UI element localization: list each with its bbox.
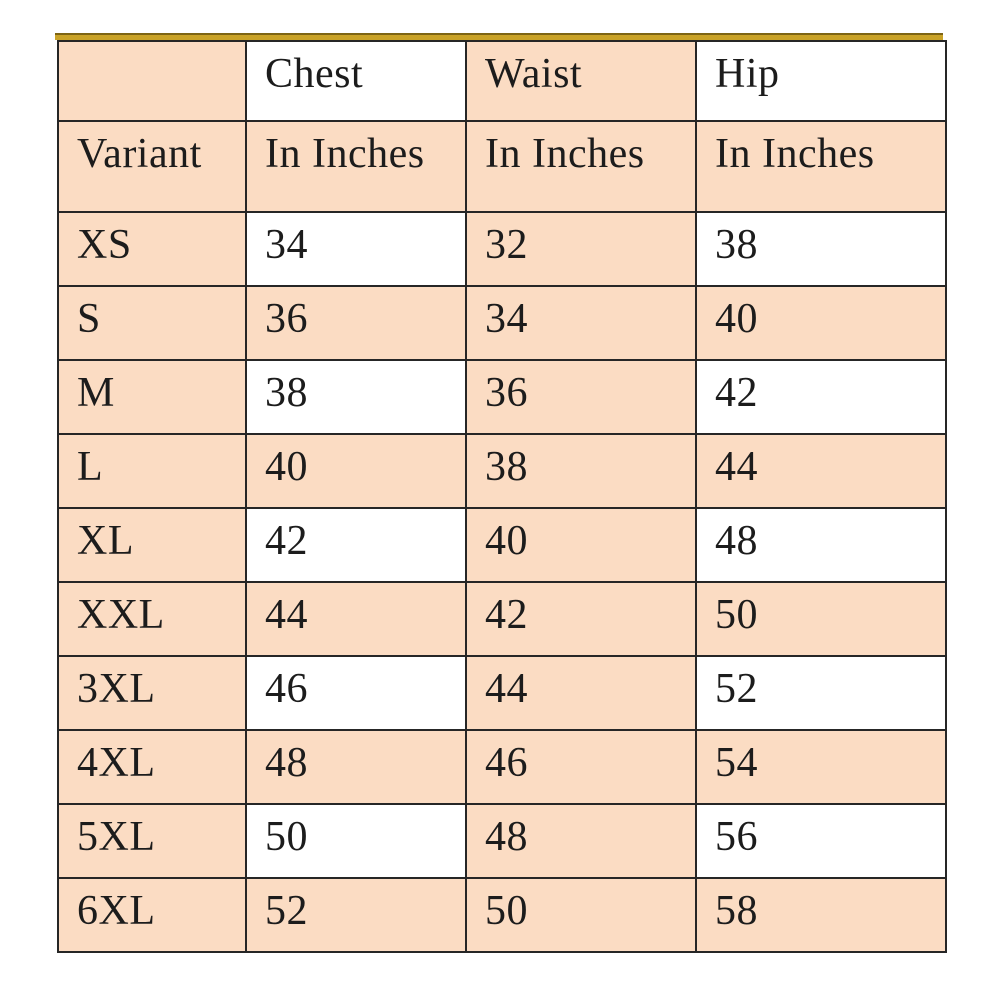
table-row-5xl: 5XL 50 48 56 — [57, 803, 947, 879]
chest-cell: 50 — [245, 803, 467, 879]
table-row-xl: XL 42 40 48 — [57, 507, 947, 583]
waist-cell: 38 — [465, 433, 697, 509]
header-hip-cell: Hip — [695, 40, 947, 122]
waist-cell: 34 — [465, 285, 697, 361]
hip-cell: 48 — [695, 507, 947, 583]
variant-cell: M — [57, 359, 247, 435]
waist-cell: 50 — [465, 877, 697, 953]
header-blank-cell — [57, 40, 247, 122]
table-row-xs: XS 34 32 38 — [57, 211, 947, 287]
hip-cell: 38 — [695, 211, 947, 287]
variant-cell: L — [57, 433, 247, 509]
hip-cell: 58 — [695, 877, 947, 953]
header-row-units: Variant In Inches In Inches In Inches — [57, 120, 947, 213]
chest-cell: 40 — [245, 433, 467, 509]
hip-cell: 54 — [695, 729, 947, 805]
chest-cell: 42 — [245, 507, 467, 583]
variant-cell: S — [57, 285, 247, 361]
variant-cell: 5XL — [57, 803, 247, 879]
chest-cell: 48 — [245, 729, 467, 805]
waist-cell: 42 — [465, 581, 697, 657]
table-row-3xl: 3XL 46 44 52 — [57, 655, 947, 731]
chest-cell: 46 — [245, 655, 467, 731]
waist-units-cell: In Inches — [465, 120, 697, 213]
header-row-measurements: Chest Waist Hip — [57, 40, 947, 122]
hip-cell: 42 — [695, 359, 947, 435]
variant-cell: 6XL — [57, 877, 247, 953]
header-chest-cell: Chest — [245, 40, 467, 122]
table-row-s: S 36 34 40 — [57, 285, 947, 361]
waist-cell: 40 — [465, 507, 697, 583]
hip-cell: 50 — [695, 581, 947, 657]
table-row-6xl: 6XL 52 50 58 — [57, 877, 947, 953]
variant-cell: XL — [57, 507, 247, 583]
variant-cell: 3XL — [57, 655, 247, 731]
size-chart-table: Chest Waist Hip Variant In Inches In Inc… — [57, 40, 947, 953]
table-row-xxl: XXL 44 42 50 — [57, 581, 947, 657]
table-row-l: L 40 38 44 — [57, 433, 947, 509]
variant-cell: XXL — [57, 581, 247, 657]
header-waist-cell: Waist — [465, 40, 697, 122]
table-row-4xl: 4XL 48 46 54 — [57, 729, 947, 805]
hip-cell: 44 — [695, 433, 947, 509]
waist-cell: 36 — [465, 359, 697, 435]
table-row-m: M 38 36 42 — [57, 359, 947, 435]
chest-cell: 44 — [245, 581, 467, 657]
chest-cell: 34 — [245, 211, 467, 287]
variant-cell: XS — [57, 211, 247, 287]
variant-label-cell: Variant — [57, 120, 247, 213]
waist-cell: 46 — [465, 729, 697, 805]
waist-cell: 48 — [465, 803, 697, 879]
top-accent-line — [55, 33, 943, 40]
chest-cell: 38 — [245, 359, 467, 435]
chest-cell: 36 — [245, 285, 467, 361]
hip-cell: 52 — [695, 655, 947, 731]
chest-cell: 52 — [245, 877, 467, 953]
chest-units-cell: In Inches — [245, 120, 467, 213]
waist-cell: 32 — [465, 211, 697, 287]
variant-cell: 4XL — [57, 729, 247, 805]
hip-units-cell: In Inches — [695, 120, 947, 213]
hip-cell: 56 — [695, 803, 947, 879]
hip-cell: 40 — [695, 285, 947, 361]
waist-cell: 44 — [465, 655, 697, 731]
